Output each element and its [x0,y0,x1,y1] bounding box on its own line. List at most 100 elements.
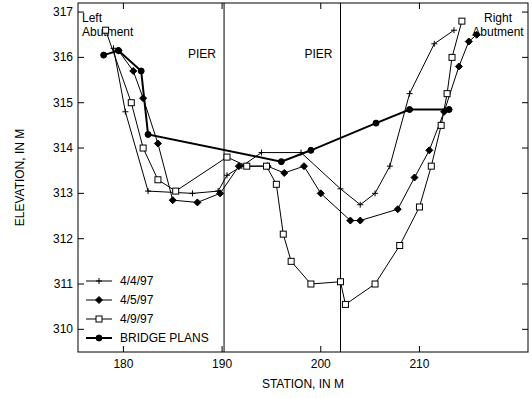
point-marker [264,163,271,170]
legend: 4/4/974/5/974/9/97BRIDGE PLANS [86,274,209,345]
y-tick-label: 317 [53,5,73,19]
point-marker [300,163,307,170]
point-marker [451,27,457,33]
point-marker [115,47,122,54]
point-marker [103,27,109,33]
y-tick [522,102,528,103]
point-marker [308,147,314,153]
point-marker [407,91,413,97]
point-marker [357,202,363,208]
y-tick-label: 312 [53,232,73,246]
point-marker [145,188,151,194]
point-marker [259,150,265,156]
point-marker [373,120,379,126]
series-line [106,21,462,304]
x-tick-label: 180 [113,357,133,371]
point-marker [101,52,107,58]
point-marker [317,190,324,197]
point-marker [459,18,465,24]
legend-label: 4/5/97 [120,293,154,307]
point-marker [387,163,393,169]
point-marker [244,163,250,169]
x-tick [320,3,321,9]
x-tick [419,346,420,352]
point-marker [155,177,161,183]
point-marker [140,145,146,151]
point-marker [347,217,354,224]
point-marker [280,231,286,237]
y-tick [522,57,528,58]
x-axis-title: STATION, IN M [262,377,344,391]
point-marker [154,140,161,147]
y-tick-label: 311 [54,277,73,291]
y-tick [78,148,84,149]
plot-frame [78,3,528,352]
y-tick-label: 314 [53,141,73,155]
point-marker [394,206,401,213]
x-tick-label: 210 [409,357,429,371]
point-marker [473,31,480,38]
point-marker [224,172,230,178]
y-tick-label: 315 [53,96,73,110]
point-marker [357,217,364,224]
y-tick [522,148,528,149]
point-marker [372,190,378,196]
point-marker [278,159,284,165]
point-marker [308,281,314,287]
y-tick [78,329,84,330]
y-tick [522,284,528,285]
x-tick [123,346,124,352]
point-marker [444,91,450,97]
legend-marker [96,297,103,304]
y-tick [78,284,84,285]
pier-line [224,3,225,352]
point-marker [426,147,433,154]
point-marker [263,163,269,169]
point-marker [455,63,462,70]
data-group [101,18,481,307]
pier-label: PIER [188,47,216,61]
legend-label: 4/9/97 [120,312,154,326]
series-line [104,51,449,162]
x-tick [222,346,223,352]
legend-marker [96,278,102,284]
point-marker [145,131,151,137]
y-tick [78,238,84,239]
chart: 310311312313314315316317180190200210STAT… [0,0,532,398]
x-tick [419,3,420,9]
x-tick [222,3,223,9]
annotation: LeftAbutment [82,11,134,39]
point-marker [169,197,176,204]
point-marker [173,188,179,194]
y-tick [522,329,528,330]
point-marker [411,174,418,181]
point-marker [449,54,455,60]
point-marker [407,107,413,113]
pier-line [340,3,341,352]
x-tick [320,346,321,352]
point-marker [465,38,472,45]
point-marker [224,154,230,160]
y-tick [78,193,84,194]
point-marker [397,242,403,248]
point-marker [438,122,444,128]
point-marker [217,190,224,197]
point-marker [342,301,348,307]
point-marker [189,190,195,196]
y-tick [78,102,84,103]
point-marker [273,181,279,187]
point-marker [138,68,144,74]
y-tick-label: 316 [53,50,73,64]
point-marker [288,258,294,264]
pier-label: PIER [304,47,332,61]
legend-label: BRIDGE PLANS [120,331,209,345]
x-tick-label: 200 [311,357,331,371]
point-marker [115,48,121,54]
point-marker [194,199,201,206]
x-tick [123,3,124,9]
point-marker [338,279,344,285]
x-tick-label: 190 [212,357,232,371]
series-line [118,35,476,221]
legend-marker [96,316,102,322]
series-line [114,30,454,205]
